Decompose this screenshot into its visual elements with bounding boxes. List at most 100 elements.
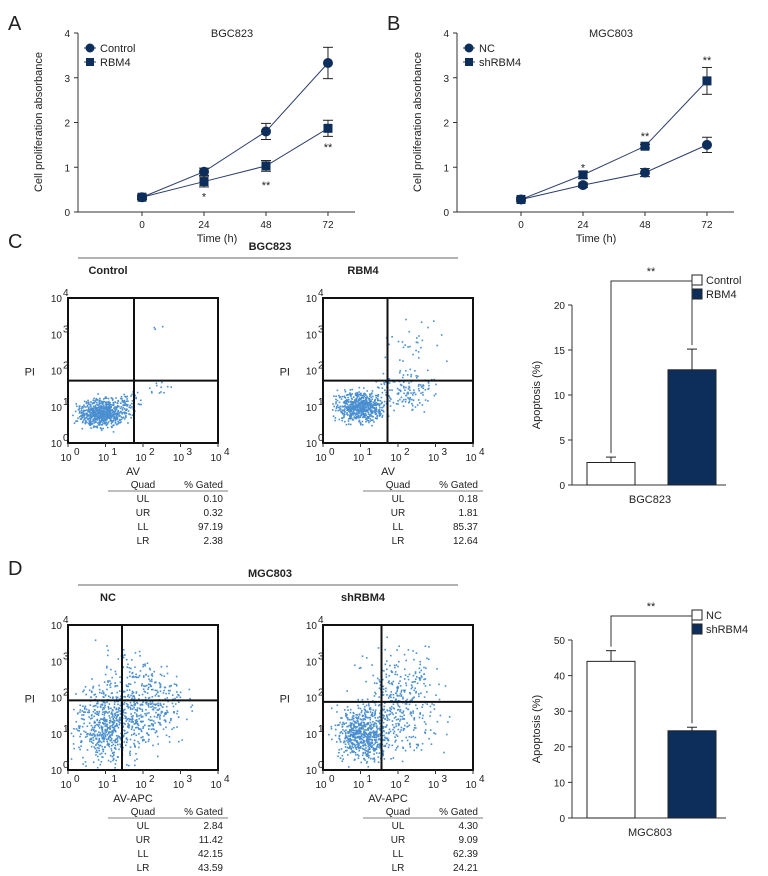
scatter-point bbox=[417, 399, 420, 401]
scatter-point bbox=[131, 676, 134, 679]
scatter-point bbox=[102, 750, 105, 753]
scatter-point bbox=[374, 410, 376, 413]
scatter-point bbox=[346, 737, 349, 739]
scatter-point bbox=[396, 392, 399, 395]
scatter-point bbox=[360, 737, 362, 740]
scatter-point bbox=[91, 734, 94, 737]
scatter-point bbox=[122, 710, 125, 712]
scatter-point bbox=[349, 708, 352, 711]
scatter-point bbox=[423, 673, 426, 675]
scatter-point bbox=[98, 411, 100, 413]
scatter-point bbox=[364, 712, 366, 714]
y-tick-label: 10 bbox=[306, 294, 318, 305]
scatter-point bbox=[107, 681, 109, 683]
scatter-point bbox=[86, 415, 88, 418]
scatter-point bbox=[73, 708, 75, 711]
scatter-point bbox=[372, 730, 375, 732]
scatter-point bbox=[117, 658, 120, 660]
scatter-point bbox=[166, 709, 168, 712]
scatter-point bbox=[359, 403, 362, 406]
scatter-point bbox=[114, 401, 116, 404]
scatter-point bbox=[130, 713, 132, 715]
scatter-point bbox=[342, 405, 345, 408]
scatter-point bbox=[359, 401, 362, 403]
scatter-point bbox=[191, 704, 194, 707]
scatter-point bbox=[109, 686, 112, 689]
scatter-point bbox=[354, 733, 357, 736]
scatter-point bbox=[100, 760, 103, 763]
scatter-point bbox=[359, 707, 362, 710]
scatter-point bbox=[108, 400, 110, 403]
scatter-point bbox=[402, 712, 404, 714]
scatter-point bbox=[374, 398, 377, 401]
y-tick-exponent: 3 bbox=[318, 324, 324, 335]
scatter-point bbox=[90, 690, 93, 693]
scatter-point bbox=[334, 724, 337, 727]
scatter-point bbox=[343, 395, 346, 398]
scatter-point bbox=[370, 723, 373, 726]
scatter-point bbox=[151, 688, 153, 691]
scatter-point bbox=[428, 384, 430, 387]
scatter-point bbox=[417, 388, 420, 390]
scatter-point bbox=[83, 730, 85, 733]
bar-NC bbox=[586, 660, 636, 819]
scatter-point bbox=[389, 700, 392, 702]
scatter-point bbox=[82, 763, 84, 765]
scatter-point bbox=[117, 756, 119, 758]
scatter-point bbox=[101, 738, 104, 740]
scatter-point bbox=[350, 417, 353, 420]
scatter-point bbox=[381, 387, 384, 389]
scatter-point bbox=[368, 732, 370, 735]
bar-shRBM4 bbox=[667, 730, 717, 819]
scatter-point bbox=[105, 731, 107, 734]
scatter-point bbox=[122, 746, 124, 749]
scatter-point bbox=[345, 399, 347, 402]
scatter-point bbox=[123, 412, 126, 415]
scatter-point bbox=[148, 734, 150, 736]
scatter-point bbox=[94, 734, 97, 737]
scatter-point bbox=[360, 718, 362, 721]
scatter-point bbox=[397, 685, 399, 688]
x-tick-label: 10 bbox=[60, 453, 72, 464]
scatter-point bbox=[165, 713, 167, 715]
scatter-point bbox=[347, 396, 349, 399]
scatter-point bbox=[413, 689, 415, 692]
scatter-point bbox=[129, 413, 131, 416]
scatter-point bbox=[107, 738, 110, 740]
scatter-point bbox=[96, 713, 99, 716]
scatter-point bbox=[179, 691, 182, 694]
scatter-point bbox=[90, 737, 92, 740]
scatter-point bbox=[125, 716, 128, 718]
scatter-point bbox=[76, 729, 79, 732]
scatter-point bbox=[82, 756, 84, 759]
x-tick-exponent: 2 bbox=[404, 447, 410, 458]
scatter-point bbox=[142, 725, 145, 728]
scatter-point bbox=[153, 728, 155, 731]
scatter-point bbox=[94, 405, 97, 408]
scatter-point bbox=[361, 738, 364, 741]
scatter-point bbox=[160, 665, 163, 668]
scatter-point bbox=[107, 421, 110, 423]
scatter-point bbox=[108, 417, 111, 420]
scatter-point bbox=[368, 397, 370, 400]
scatter-point bbox=[129, 738, 132, 741]
scatter-point bbox=[157, 721, 160, 724]
scatter-point bbox=[375, 748, 378, 751]
scatter-point bbox=[403, 386, 405, 389]
scatter-point bbox=[159, 722, 161, 724]
scatter-point bbox=[355, 404, 357, 407]
scatter-point bbox=[96, 422, 99, 424]
x-tick-label: 10 bbox=[390, 780, 402, 791]
scatter-point bbox=[79, 704, 81, 707]
scatter-point bbox=[365, 732, 368, 735]
scatter-point bbox=[176, 726, 178, 728]
data-point-shRBM4 bbox=[578, 170, 588, 180]
scatter-point bbox=[383, 715, 385, 717]
scatter-point bbox=[170, 386, 173, 388]
scatter-point bbox=[344, 740, 346, 743]
scatter-point bbox=[394, 749, 397, 751]
scatter-point bbox=[358, 724, 360, 727]
scatter-point bbox=[369, 711, 372, 713]
scatter-point bbox=[118, 736, 121, 738]
scatter-point bbox=[415, 704, 417, 706]
